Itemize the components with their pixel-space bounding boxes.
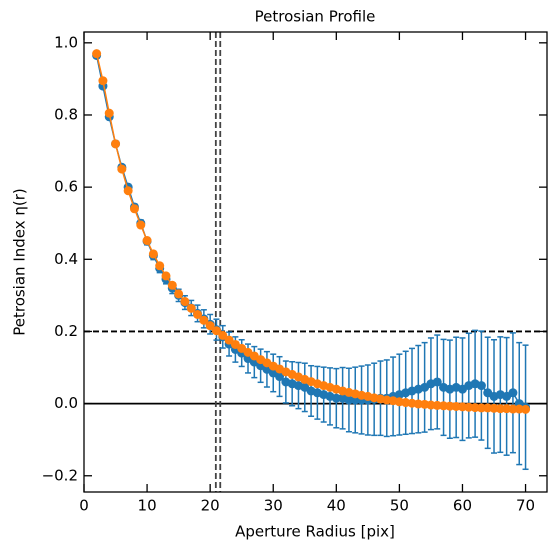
data-point [508,404,518,414]
x-axis-label: Aperture Radius [pix] [235,523,395,541]
data-point [224,335,234,345]
data-point [186,303,196,313]
data-point [155,261,165,271]
data-point [331,393,341,403]
data-point [117,164,127,174]
data-point [123,186,133,196]
data-point [142,236,152,246]
x-tick-label: 0 [79,497,89,515]
x-tick-label: 20 [201,497,220,515]
data-point [180,297,190,307]
data-point [432,377,442,387]
y-tick-label: −0.2 [42,466,78,484]
x-tick-label: 10 [138,497,157,515]
y-tick-label: 0.0 [54,394,78,412]
data-point [476,403,486,413]
y-axis-label: Petrosian Index η(r) [11,188,29,336]
y-tick-label: 0.8 [54,105,78,123]
data-point [508,388,518,398]
series-line [95,53,526,411]
data-point [218,330,228,340]
y-tick-label: 1.0 [54,33,78,51]
y-tick-label: 0.2 [54,322,78,340]
data-point [148,249,158,259]
data-point [161,271,171,281]
y-tick-label: 0.6 [54,178,78,196]
data-point [193,309,203,319]
data-point [92,49,102,59]
data-point [167,280,177,290]
data-point [205,321,215,331]
series-line [95,55,526,408]
y-tick-label: 0.4 [54,250,78,268]
chart-title: Petrosian Profile [255,8,376,26]
data-point [129,204,139,214]
data-point [476,381,486,391]
data-point [275,372,285,382]
x-tick-label: 70 [516,497,535,515]
data-point [98,76,108,86]
x-tick-label: 50 [390,497,409,515]
x-tick-label: 60 [453,497,472,515]
data-point [174,289,184,299]
data-point [344,395,354,405]
data-point [136,220,146,230]
data-point [495,404,505,414]
data-point [199,315,209,325]
data-point [111,139,121,149]
data-point [211,326,221,336]
x-tick-label: 30 [264,497,283,515]
data-point [521,404,531,414]
data-point [104,108,114,118]
plot-frame [83,31,548,493]
x-tick-label: 40 [327,497,346,515]
